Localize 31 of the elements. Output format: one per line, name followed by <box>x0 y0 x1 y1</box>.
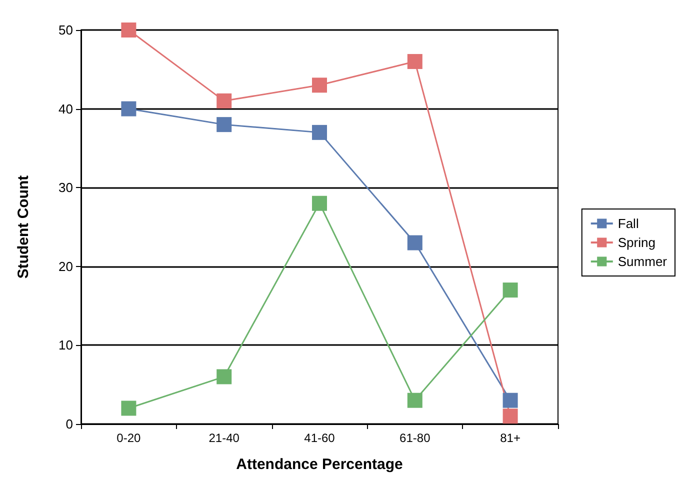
x-tick-label: 61-80 <box>400 431 431 445</box>
x-tick-label: 0-20 <box>116 431 142 445</box>
x-tick-label: 81+ <box>500 431 520 445</box>
point <box>312 78 327 93</box>
point <box>216 369 232 384</box>
point <box>312 124 327 140</box>
legend-label: Fall <box>618 216 639 231</box>
point <box>121 101 136 116</box>
x-tick-label: 41-60 <box>304 431 336 445</box>
y-tick-label: 20 <box>58 258 73 274</box>
legend-label: Summer <box>618 254 668 269</box>
y-tick-label: 0 <box>66 416 73 432</box>
point <box>502 392 518 408</box>
point <box>216 117 232 132</box>
point <box>502 408 518 424</box>
y-tick-label: 10 <box>58 338 73 353</box>
x-tick-label: 21-40 <box>208 431 240 445</box>
point <box>121 400 136 416</box>
point <box>216 93 232 108</box>
point <box>502 282 518 298</box>
x-axis-title: Attendance Percentage <box>236 456 403 473</box>
y-axis-title: Student Count <box>15 175 32 279</box>
point <box>407 235 422 250</box>
point <box>121 22 136 38</box>
point <box>312 196 327 211</box>
y-tick-label: 40 <box>58 101 73 116</box>
y-tick-label: 30 <box>58 180 73 196</box>
y-tick-label: 50 <box>58 22 73 38</box>
point <box>407 54 422 70</box>
legend-label: Spring <box>618 235 656 250</box>
point <box>407 392 422 408</box>
